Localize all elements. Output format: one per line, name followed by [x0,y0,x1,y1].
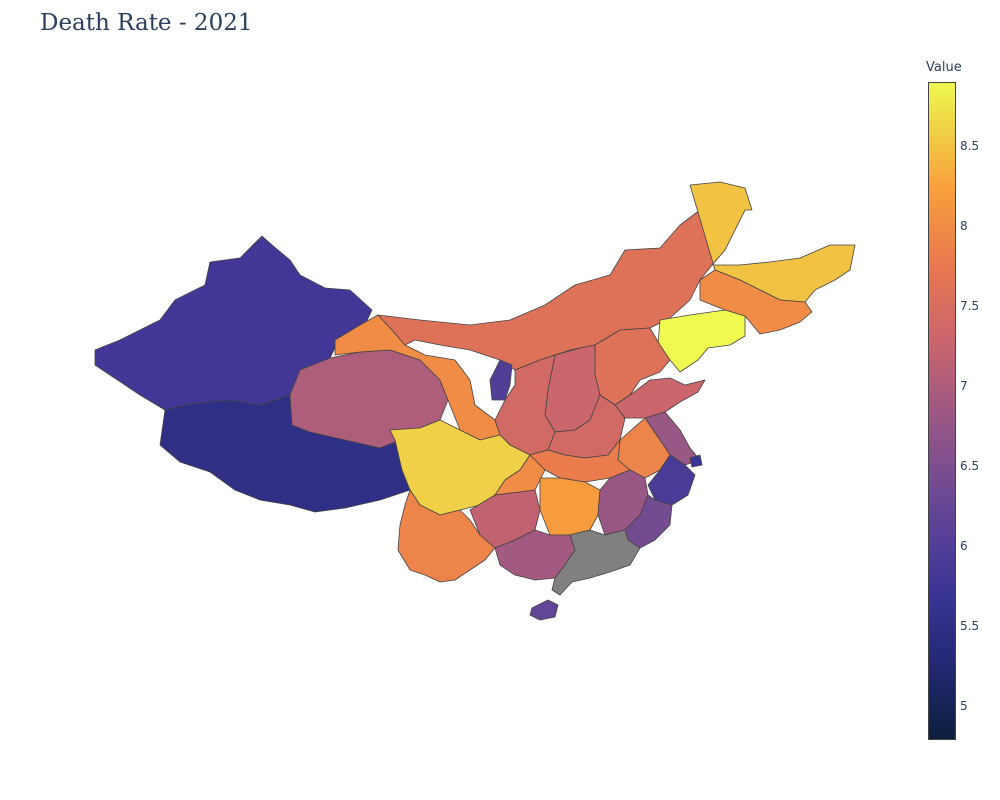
provinces-layer [94,181,856,621]
colorbar-tick-label: 8.5 [960,139,980,153]
region-liaoning[interactable] [657,309,746,373]
region-yunnan[interactable] [397,489,496,583]
colorbar-tick-label: 7 [960,379,968,393]
colorbar-tick-label: 6.5 [960,459,980,473]
region-hunan[interactable] [539,477,601,536]
colorbar-tick-label: 7.5 [960,299,980,313]
colorbar-title: Value [926,60,962,75]
region-inner-mongolia[interactable] [377,209,746,371]
colorbar [928,82,956,740]
colorbar-tick-label: 6 [960,539,968,553]
region-ningxia[interactable] [489,359,513,401]
chart-title: Death Rate - 2021 [40,10,253,36]
region-guangdong[interactable] [551,529,641,596]
colorbar-tick-label: 8 [960,219,968,233]
region-zhejiang[interactable] [647,454,696,506]
region-hainan[interactable] [529,599,559,621]
colorbar-tick-label: 5.5 [960,619,980,633]
region-guizhou[interactable] [469,489,541,549]
region-shanghai[interactable] [689,454,703,468]
colorbar-tick-label: 5 [960,699,968,713]
